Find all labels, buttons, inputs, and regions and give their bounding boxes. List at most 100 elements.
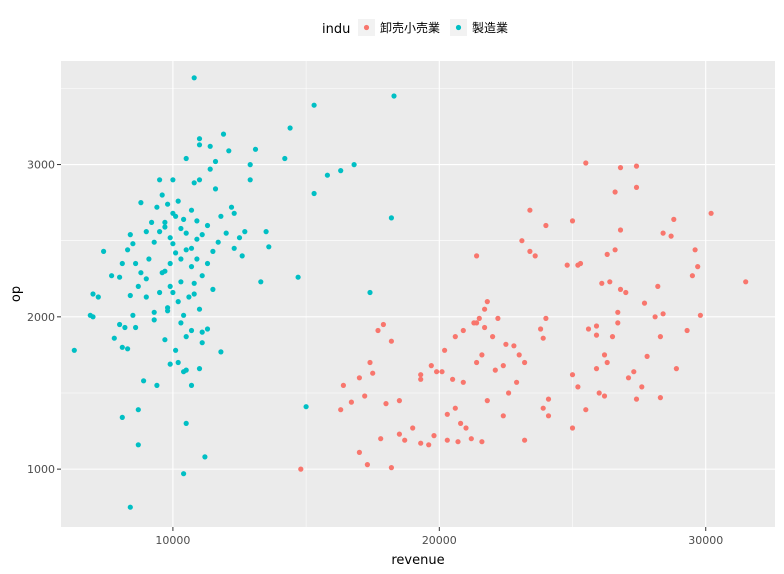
data-point (183, 334, 189, 340)
legend-items: 卸売小売業 製造業 (358, 19, 508, 36)
data-point (196, 366, 203, 372)
y-axis: 1000 2000 3000 (27, 159, 61, 476)
data-point (287, 125, 293, 131)
data-point (258, 279, 264, 285)
data-point (138, 200, 144, 206)
data-point (324, 172, 330, 178)
data-point (162, 337, 168, 343)
data-point (157, 229, 163, 235)
data-point (191, 280, 197, 286)
data-points (71, 75, 749, 510)
data-point (607, 279, 613, 285)
data-point (657, 334, 664, 340)
data-point (617, 227, 624, 233)
x-tick-label: 20000 (422, 534, 457, 547)
data-point (191, 291, 197, 297)
data-point (657, 395, 664, 401)
plot-panel (61, 61, 775, 527)
data-point (615, 320, 621, 326)
data-point (170, 177, 176, 183)
data-point (495, 315, 501, 321)
data-point (492, 367, 498, 373)
data-point (418, 372, 424, 378)
data-point (228, 204, 235, 210)
data-point (391, 93, 397, 99)
data-point (298, 466, 304, 472)
data-point (204, 260, 211, 267)
data-point (540, 335, 546, 341)
data-point (173, 250, 179, 256)
data-point (154, 382, 160, 388)
data-point (482, 306, 488, 312)
data-point (575, 262, 581, 268)
data-point (633, 163, 640, 169)
data-point (242, 229, 248, 235)
data-point (263, 229, 269, 235)
data-point (239, 253, 245, 259)
data-point (130, 312, 136, 318)
data-point (506, 390, 512, 396)
data-point (151, 309, 157, 315)
data-point (452, 334, 458, 340)
data-point (695, 264, 701, 270)
data-point (178, 225, 184, 232)
data-point (196, 142, 203, 148)
data-point (410, 425, 416, 431)
data-point (601, 393, 608, 399)
data-point (151, 239, 157, 245)
data-point (380, 321, 386, 328)
data-point (218, 349, 224, 355)
data-point (593, 366, 600, 372)
data-point (516, 352, 522, 358)
data-point (210, 286, 216, 292)
data-point (220, 131, 227, 137)
data-point (231, 245, 237, 251)
data-point (348, 399, 354, 405)
data-point (612, 189, 618, 195)
data-point (188, 207, 195, 213)
data-point (119, 414, 125, 420)
legend-title: indu (322, 22, 350, 37)
data-point (188, 382, 195, 388)
data-point (199, 340, 205, 346)
data-point (167, 235, 173, 241)
data-point (127, 292, 133, 299)
data-point (340, 382, 346, 388)
data-point (138, 270, 144, 276)
data-point (188, 327, 195, 334)
data-point (378, 436, 384, 442)
data-point (476, 315, 482, 321)
legend-label: 製造業 (472, 21, 508, 35)
data-point (146, 256, 152, 262)
data-point (135, 442, 141, 448)
y-tick-label: 2000 (27, 311, 55, 324)
data-point (191, 75, 197, 81)
data-point (431, 433, 437, 439)
data-point (165, 305, 171, 311)
data-point (388, 215, 394, 221)
data-point (434, 369, 440, 375)
data-point (697, 312, 704, 318)
data-point (583, 160, 589, 166)
data-point (743, 279, 749, 285)
data-point (117, 321, 123, 328)
data-point (569, 425, 576, 431)
data-point (173, 347, 179, 353)
data-point (364, 462, 370, 468)
data-point (196, 136, 203, 142)
data-point (569, 218, 576, 224)
data-point (183, 367, 189, 373)
data-point (167, 283, 173, 289)
x-axis: 10000 20000 30000 (155, 527, 723, 547)
data-point (215, 239, 221, 245)
data-point (604, 359, 610, 366)
data-point (154, 204, 160, 210)
data-point (266, 244, 272, 250)
data-point (175, 198, 181, 204)
data-point (615, 309, 621, 315)
data-point (458, 420, 464, 426)
data-point (599, 280, 605, 286)
data-point (500, 363, 506, 369)
data-point (178, 256, 184, 262)
data-point (388, 465, 394, 471)
